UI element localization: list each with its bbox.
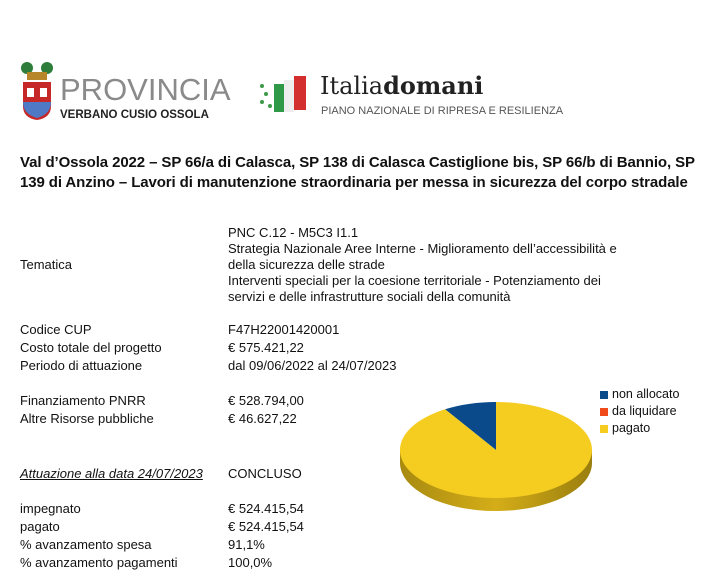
pie-slice-non-allocato [445, 402, 496, 450]
field-value: € 575.421,22 [228, 340, 304, 355]
legend-label: pagato [612, 421, 651, 435]
legend-label: da liquidare [612, 404, 677, 418]
tematica-line: servizi e delle infrastrutture sociali d… [228, 289, 511, 304]
italiadomani-wordmark: Italiadomani [320, 71, 484, 101]
legend-swatch [600, 390, 608, 399]
legend-item: non allocato [600, 387, 679, 402]
pie-chart [400, 402, 592, 511]
field-label: pagato [20, 519, 60, 534]
field-value: dal 09/06/2022 al 24/07/2023 [228, 358, 397, 373]
field-value: € 46.627,22 [228, 411, 297, 426]
legend-swatch [600, 407, 608, 416]
legend-item: pagato [600, 421, 650, 436]
provincia-sub-text: VERBANO CUSIO OSSOLA [60, 109, 209, 121]
legend-swatch [600, 424, 608, 433]
field-value: 100,0% [228, 555, 273, 570]
field-label: Codice CUP [20, 322, 92, 337]
field-label: % avanzamento pagamenti [20, 555, 178, 570]
field-value: € 524.415,54 [228, 519, 304, 534]
pnrr-text: PIANO NAZIONALE DI RIPRESA E RESILIENZA [321, 105, 564, 117]
field-label: Costo totale del progetto [20, 340, 162, 355]
field-value: € 524.415,54 [228, 501, 304, 516]
field-label: % avanzamento spesa [20, 537, 152, 552]
tematica-line: Strategia Nazionale Aree Interne - Migli… [228, 241, 617, 256]
field-value: € 528.794,00 [228, 393, 304, 408]
project-title: Val d’Ossola 2022 – SP 66/a di Calasca, … [20, 154, 695, 191]
tematica-line: Interventi speciali per la coesione terr… [228, 273, 601, 288]
provincia-text: PROVINCIA [60, 72, 231, 107]
field-label: Periodo di attuazione [20, 358, 143, 373]
attuazione-label: Attuazione alla data 24/07/2023 [20, 466, 203, 481]
domani-text: domani [383, 71, 484, 100]
tematica-label: Tematica [20, 257, 73, 272]
legend-item: da liquidare [600, 404, 677, 419]
coat-of-arms-icon [21, 62, 53, 120]
tematica-line: PNC C.12 - M5C3 I1.1 [228, 225, 359, 240]
flag-icon [260, 76, 306, 112]
provincia-logo: PROVINCIA VERBANO CUSIO OSSOLA [15, 58, 231, 124]
field-value: F47H22001420001 [228, 322, 340, 337]
attuazione-status: CONCLUSO [228, 466, 302, 481]
field-value: 91,1% [228, 537, 265, 552]
legend-label: non allocato [612, 387, 680, 401]
field-label: Altre Risorse pubbliche [20, 411, 154, 426]
tematica-value: PNC C.12 - M5C3 I1.1 Strategia Nazionale… [228, 225, 617, 305]
field-label: Finanziamento PNRR [20, 393, 146, 408]
field-label: impegnato [20, 501, 81, 516]
tematica-line: della sicurezza delle strade [228, 257, 385, 272]
italiadomani-logo: Italiadomani PIANO NAZIONALE DI RIPRESA … [258, 70, 563, 120]
italia-text: Italia [320, 72, 384, 100]
pie-slice-pagato [400, 402, 592, 498]
